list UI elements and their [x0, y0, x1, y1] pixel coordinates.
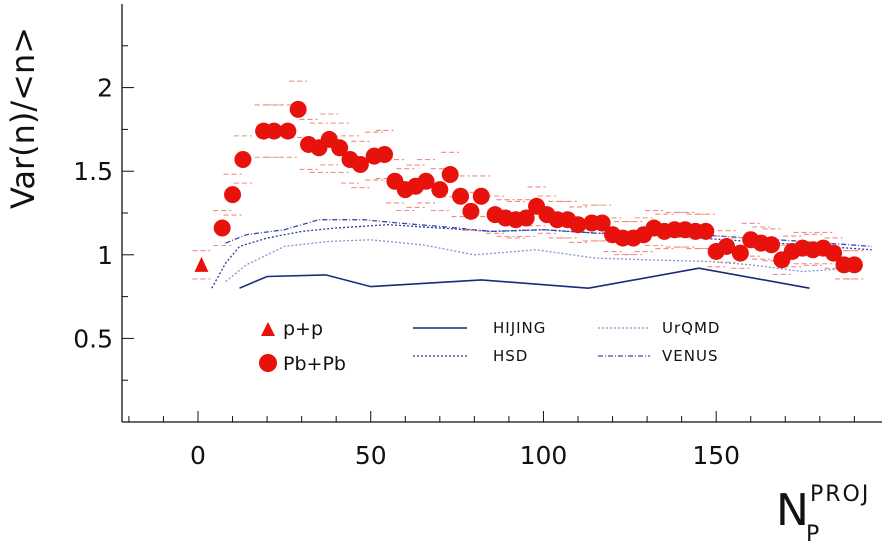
data-point-pp: [194, 256, 209, 272]
data-points: [194, 100, 863, 274]
data-point-pbpb: [593, 214, 611, 232]
data-point-pbpb: [224, 186, 242, 204]
data-point-pbpb: [376, 145, 394, 163]
x-axis-label-main: N: [776, 485, 809, 536]
x-tick-label: 150: [692, 441, 740, 470]
x-tick-label: 100: [520, 441, 568, 470]
x-axis-label-superscript: PROJ: [810, 482, 870, 507]
x-axis-label-subscript: P: [806, 522, 819, 547]
curve-hijing: [239, 267, 810, 290]
data-point-pbpb: [697, 222, 715, 240]
data-point-pbpb: [718, 237, 736, 255]
data-point-pbpb: [472, 187, 490, 205]
data-point-pbpb: [265, 122, 283, 140]
data-point-pbpb: [462, 202, 480, 220]
data-point-pbpb: [417, 172, 435, 190]
y-axis-label: Var(n)/<n>: [4, 27, 42, 209]
data-point-pbpb: [213, 219, 231, 237]
data-point-pbpb: [279, 122, 297, 140]
x-axis-label: N P PROJ: [776, 482, 870, 547]
data-point-pbpb: [569, 216, 587, 234]
data-point-pbpb: [825, 244, 843, 262]
data-point-pbpb: [351, 156, 369, 174]
legend-pp-marker: [261, 322, 275, 336]
curve-venus: [225, 219, 872, 248]
data-point-pbpb: [431, 181, 449, 199]
legend-hijing-label: HIJING: [493, 319, 546, 337]
data-point-pbpb: [289, 100, 307, 118]
legend-pp-label: p+p: [283, 318, 323, 340]
legend-venus-label: VENUS: [662, 347, 718, 365]
data-point-pbpb: [331, 139, 349, 157]
curve-urqmd: [225, 239, 855, 283]
model-curves: [211, 219, 872, 290]
data-point-pbpb: [762, 236, 780, 254]
data-point-pbpb: [234, 150, 252, 168]
data-point-pbpb: [452, 187, 470, 205]
data-point-pbpb: [845, 256, 863, 274]
legend-pbpb-label: Pb+Pb: [283, 353, 346, 375]
y-tick-label: 1.5: [73, 157, 113, 186]
y-tick-label: 1: [97, 241, 113, 270]
axis-ticks: 0 50 100 150 0.5 1 1.5 2: [73, 45, 855, 470]
legend-pbpb-marker: [259, 354, 277, 372]
legend: p+p Pb+Pb HIJING HSD UrQMD VENUS: [259, 318, 720, 375]
data-point-pbpb: [517, 209, 535, 227]
data-point-pbpb: [441, 166, 459, 184]
curve-hsd: [211, 224, 872, 289]
legend-hsd-label: HSD: [493, 347, 528, 365]
x-tick-label: 50: [355, 441, 387, 470]
y-tick-label: 2: [97, 74, 113, 103]
x-tick-label: 0: [190, 441, 206, 470]
legend-urqmd-label: UrQMD: [662, 319, 720, 337]
data-point-pbpb: [731, 244, 749, 262]
y-tick-label: 0.5: [73, 324, 113, 353]
